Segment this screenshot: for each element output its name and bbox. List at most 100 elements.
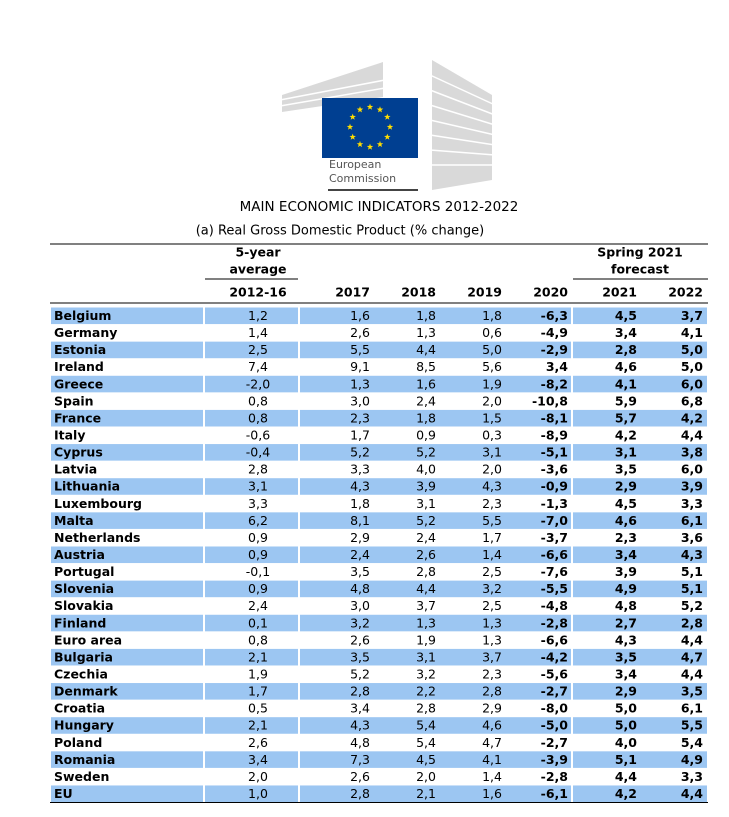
row-label: EU [54, 786, 73, 801]
cell: 2,8 [350, 786, 370, 801]
row-band [573, 614, 707, 632]
cell: 3,1 [248, 479, 268, 494]
cell: 2,9 [482, 701, 502, 716]
star [376, 106, 384, 113]
row-band [205, 444, 298, 461]
cell: 5,0 [615, 701, 637, 716]
row-band [300, 717, 571, 734]
cell: -3,9 [541, 752, 568, 767]
cell: 5,0 [681, 359, 703, 374]
cell: 3,7 [482, 649, 502, 664]
cell: 4,9 [615, 581, 637, 596]
row-band [51, 648, 203, 666]
cell: -8,9 [541, 428, 568, 443]
column-header: 2020 [533, 285, 568, 300]
cell: 3,1 [615, 445, 637, 460]
cell: 1,2 [248, 308, 268, 323]
cell: 1,9 [482, 376, 502, 391]
cell: -0,4 [246, 445, 270, 460]
cell: 5,2 [350, 667, 370, 682]
row-band [205, 648, 298, 666]
cell: -2,0 [246, 376, 270, 391]
row-band [573, 341, 707, 359]
row-band [300, 444, 571, 461]
cell: 6,0 [681, 462, 703, 477]
row-band [573, 751, 707, 768]
star [384, 113, 391, 120]
cell: -2,7 [541, 684, 568, 699]
cell: -1,3 [541, 496, 568, 511]
row-label: Finland [54, 615, 106, 630]
cell: -5,6 [541, 667, 569, 682]
row-label: Romania [54, 752, 115, 767]
cell: -6,1 [541, 786, 568, 801]
row-band [300, 375, 571, 393]
row-band [51, 580, 203, 598]
cell: 4,3 [350, 479, 370, 494]
cell: 1,4 [482, 769, 502, 784]
cell: 0,6 [482, 325, 502, 340]
row-label: Latvia [54, 462, 97, 477]
row-band [205, 614, 298, 632]
cell: 5,1 [615, 752, 637, 767]
star [366, 103, 374, 110]
cell: 2,0 [416, 769, 436, 784]
cell: 8,1 [350, 513, 370, 528]
row-band [51, 785, 203, 803]
cell: -2,9 [541, 342, 568, 357]
cell: 4,9 [681, 752, 703, 767]
cell: 4,4 [681, 667, 703, 682]
cell: 4,4 [681, 786, 703, 801]
cell: 1,7 [350, 428, 370, 443]
cell: -0,1 [246, 564, 270, 579]
cell: 4,7 [482, 735, 502, 750]
cell: 4,2 [615, 786, 637, 801]
row-band [573, 648, 707, 666]
cell: 8,5 [416, 359, 436, 374]
cell: 1,8 [350, 496, 370, 511]
cell: 2,4 [248, 598, 268, 613]
cell: 3,3 [350, 462, 370, 477]
logo: European Commission [279, 60, 496, 191]
row-band [573, 546, 707, 564]
row-label: Germany [54, 325, 117, 340]
cell: 5,5 [681, 718, 703, 733]
cell: 4,4 [681, 428, 703, 443]
column-header: 2022 [668, 285, 703, 300]
cell: -8,0 [541, 701, 569, 716]
row-label: Portugal [54, 564, 114, 579]
row-band [573, 478, 707, 495]
cell: 3,1 [482, 445, 502, 460]
row-label: Bulgaria [54, 649, 113, 664]
row-label: France [54, 410, 101, 425]
cell: 4,1 [615, 376, 637, 391]
cell: 4,6 [615, 513, 637, 528]
cell: -4,2 [541, 649, 568, 664]
row-band [300, 478, 571, 495]
cell: 4,3 [615, 632, 637, 647]
cell: 5,1 [681, 581, 703, 596]
cell: 4,3 [681, 547, 703, 562]
cell: 5,7 [615, 410, 637, 425]
row-label: Euro area [54, 632, 122, 647]
cell: 2,3 [482, 667, 502, 682]
cell: 4,7 [681, 649, 703, 664]
row-label: Austria [54, 547, 105, 562]
title: MAIN ECONOMIC INDICATORS 2012-2022 [240, 199, 519, 215]
cell: 2,9 [615, 479, 637, 494]
group-header: average [229, 262, 286, 277]
cell: 4,4 [615, 769, 637, 784]
cell: 3,0 [350, 393, 370, 408]
cell: 3,5 [681, 684, 703, 699]
cell: 3,2 [350, 615, 370, 630]
cell: -6,6 [541, 547, 569, 562]
row-band [300, 683, 571, 700]
cell: 2,2 [416, 684, 436, 699]
cell: 1,4 [248, 325, 268, 340]
row-band [51, 717, 203, 734]
cell: 1,9 [416, 632, 436, 647]
row-band [573, 512, 707, 529]
row-band [205, 546, 298, 564]
cell: -2,8 [541, 769, 568, 784]
star [349, 133, 356, 140]
